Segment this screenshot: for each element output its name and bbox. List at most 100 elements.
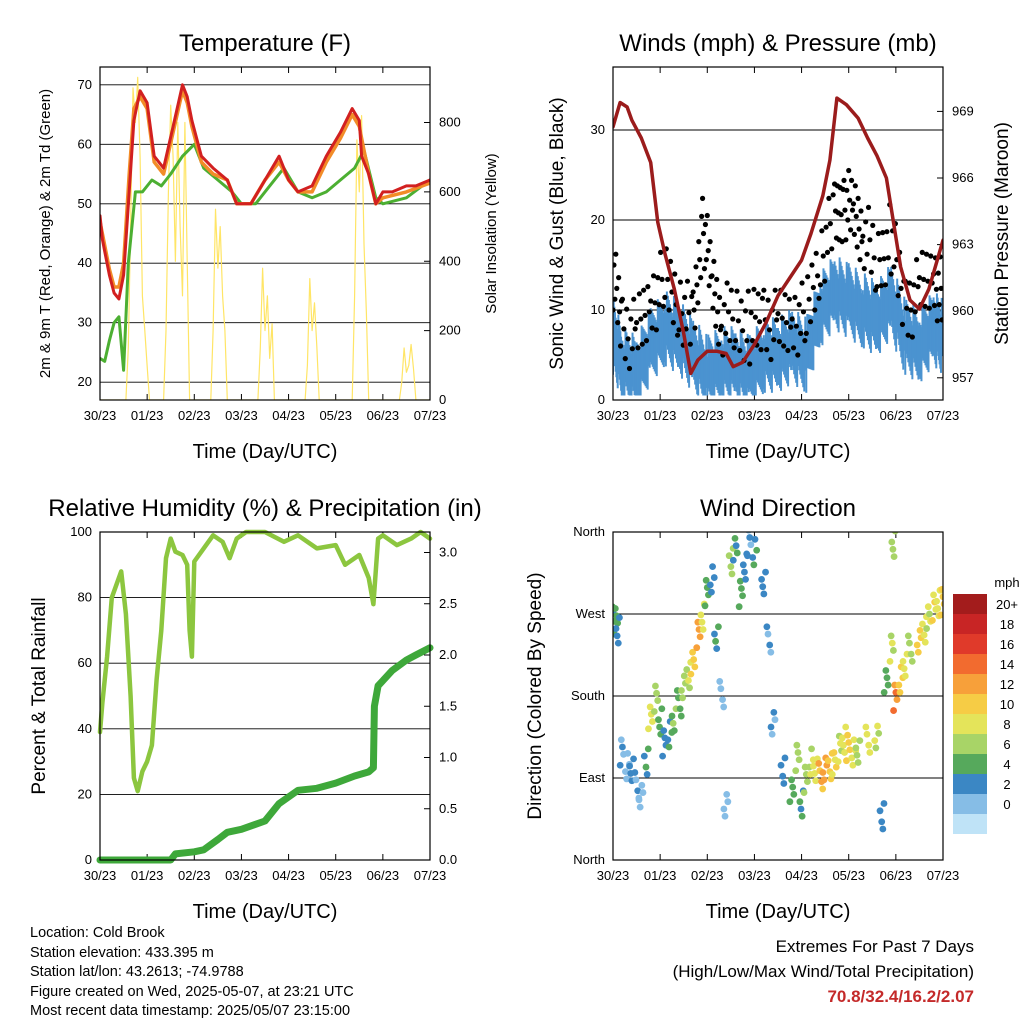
direction-point bbox=[853, 751, 861, 759]
gust-point bbox=[859, 239, 865, 245]
direction-point bbox=[767, 648, 775, 656]
gust-point bbox=[899, 321, 906, 327]
x-tick-label: 03/23 bbox=[225, 408, 258, 423]
x-tick-label: 03/23 bbox=[738, 408, 771, 423]
direction-point bbox=[613, 632, 621, 640]
direction-point bbox=[741, 568, 748, 576]
extremes-title: Extremes For Past 7 Days bbox=[775, 937, 974, 956]
direction-point bbox=[887, 632, 895, 640]
gust-point bbox=[878, 283, 884, 289]
direction-point bbox=[846, 746, 854, 754]
direction-point bbox=[920, 631, 928, 639]
direction-point bbox=[838, 734, 846, 742]
gust-point bbox=[735, 318, 742, 324]
direction-point bbox=[845, 739, 853, 746]
direction-point bbox=[933, 597, 940, 605]
direction-point bbox=[900, 665, 908, 673]
direction-point bbox=[882, 667, 890, 674]
gust-point bbox=[631, 296, 637, 302]
direction-point bbox=[664, 736, 672, 744]
x-axis-label: Time (Day/UTC) bbox=[193, 441, 338, 463]
y2-axis-label: Station Pressure (Maroon) bbox=[992, 122, 1013, 345]
direction-point bbox=[670, 727, 678, 735]
gust-point bbox=[803, 330, 809, 336]
gust-point bbox=[885, 255, 891, 261]
gust-point bbox=[730, 316, 736, 322]
y2-tick-label: 1.0 bbox=[439, 750, 457, 765]
gust-point bbox=[628, 316, 634, 322]
colorbar-label: 8 bbox=[1003, 717, 1010, 732]
gust-point bbox=[638, 316, 644, 322]
direction-point bbox=[758, 575, 765, 583]
x-tick-label: 03/23 bbox=[225, 868, 258, 883]
y-tick-label: 80 bbox=[78, 590, 92, 605]
direction-point bbox=[679, 694, 686, 702]
direction-point bbox=[711, 630, 718, 638]
direction-point bbox=[689, 648, 696, 656]
direction-point bbox=[735, 603, 743, 611]
gust-series bbox=[613, 167, 943, 372]
colorbar-label: 18 bbox=[1000, 617, 1014, 632]
y2-tick-label: 800 bbox=[439, 115, 461, 130]
gust-point bbox=[914, 257, 920, 263]
gust-point bbox=[676, 327, 682, 333]
gust-point bbox=[667, 258, 674, 264]
direction-point bbox=[849, 761, 857, 769]
colorbar: mph 20+ 18 16 14 12 10 8 6 4 2 0 bbox=[953, 575, 1020, 834]
direction-point bbox=[908, 657, 916, 665]
direction-point bbox=[742, 575, 749, 583]
extremes-subtitle: (High/Low/Max Wind/Total Precipitation) bbox=[672, 962, 974, 981]
direction-point bbox=[891, 532, 899, 535]
direction-point bbox=[690, 656, 698, 663]
colorbar-swatch bbox=[953, 754, 987, 774]
gust-point bbox=[829, 246, 835, 252]
gust-point bbox=[908, 307, 914, 313]
location-text: Location: Cold Brook bbox=[30, 925, 165, 941]
gust-point bbox=[905, 332, 911, 338]
direction-point bbox=[721, 812, 729, 820]
chart-title: Wind Direction bbox=[700, 495, 856, 522]
gust-point bbox=[635, 345, 641, 351]
humidity-series bbox=[97, 529, 433, 794]
gust-point bbox=[875, 230, 882, 237]
x-axis-label: Time (Day/UTC) bbox=[706, 901, 851, 923]
gust-point bbox=[923, 251, 930, 257]
gust-point bbox=[847, 197, 853, 203]
gust-point bbox=[721, 302, 727, 308]
direction-point bbox=[797, 805, 805, 813]
station-info: Location: Cold Brook Station elevation: … bbox=[30, 924, 354, 1022]
direction-point bbox=[678, 687, 685, 694]
gust-point bbox=[934, 318, 940, 324]
direction-point bbox=[634, 787, 642, 795]
direction-point bbox=[880, 688, 888, 696]
solar-insolation-series bbox=[100, 76, 430, 400]
gust-point bbox=[709, 273, 715, 279]
extremes-values: 70.8/32.4/16.2/2.07 bbox=[827, 987, 974, 1006]
y2-tick-label: 400 bbox=[439, 253, 461, 268]
gust-point bbox=[738, 298, 744, 304]
x-tick-label: 01/23 bbox=[131, 868, 164, 883]
gust-point bbox=[855, 195, 861, 201]
gust-point bbox=[864, 251, 870, 257]
gust-point bbox=[783, 320, 790, 326]
direction-point bbox=[616, 761, 624, 769]
gust-point bbox=[812, 307, 818, 313]
direction-point bbox=[644, 745, 652, 753]
direction-point bbox=[840, 741, 847, 749]
gust-point bbox=[882, 282, 889, 288]
gust-point bbox=[693, 264, 699, 270]
gust-point bbox=[888, 271, 894, 277]
direction-point bbox=[890, 707, 897, 714]
y2-tick-label: 200 bbox=[439, 323, 461, 338]
direction-point bbox=[913, 641, 921, 649]
direction-point bbox=[904, 632, 912, 640]
direction-point bbox=[623, 775, 630, 783]
elevation-text: Station elevation: 433.395 m bbox=[30, 944, 214, 961]
gust-point bbox=[782, 292, 788, 298]
direction-point bbox=[871, 737, 879, 745]
direction-point bbox=[749, 554, 757, 561]
gust-point bbox=[734, 288, 740, 294]
colorbar-label: 0 bbox=[1003, 797, 1010, 812]
gust-point bbox=[728, 287, 734, 293]
gust-point bbox=[928, 253, 934, 259]
